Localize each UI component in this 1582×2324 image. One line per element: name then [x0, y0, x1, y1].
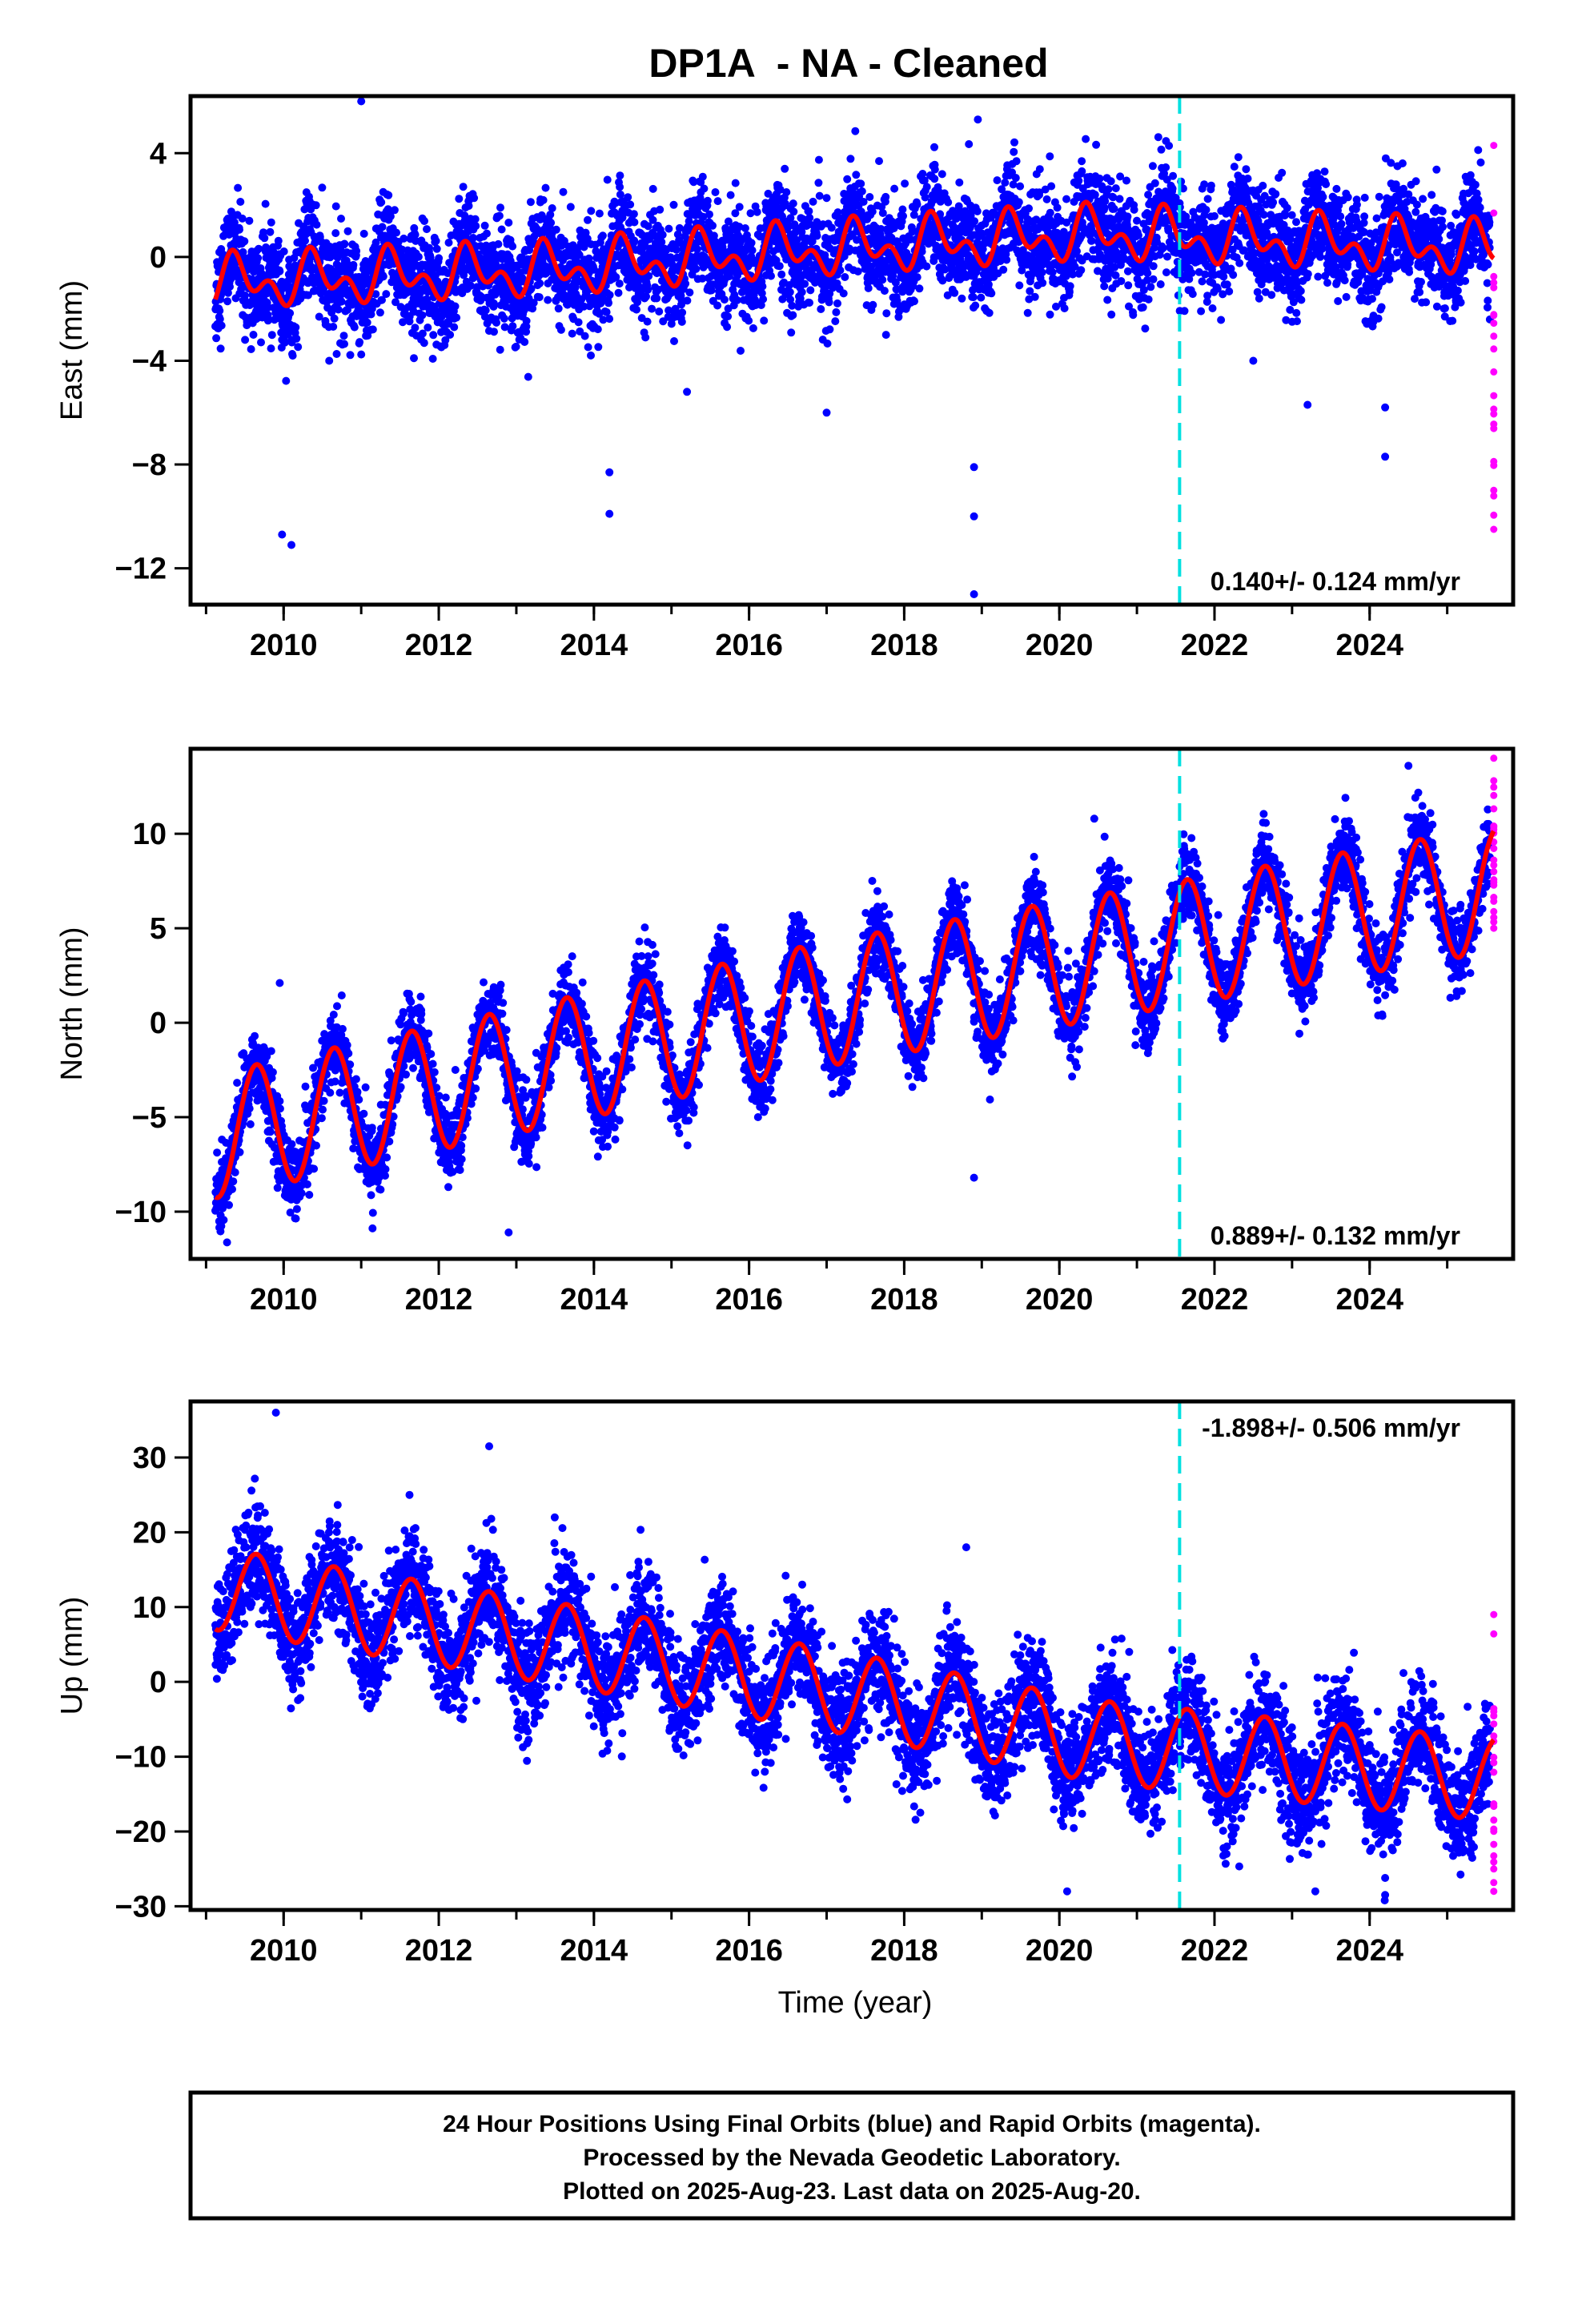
y-axis-title: East (mm) [55, 280, 89, 420]
velocity-rate-label: 0.889+/- 0.132 mm/yr [1211, 1221, 1460, 1250]
footer-line-3: Plotted on 2025-Aug-23. Last data on 202… [563, 2178, 1141, 2205]
x-tick-label: 2024 [1335, 629, 1403, 662]
y-axis-title: Up (mm) [55, 1597, 89, 1715]
final-orbit-points [211, 1409, 1494, 1904]
model-fit-line [214, 1551, 1496, 1820]
plot-frame [188, 1399, 1516, 1912]
y-tick-label: −4 [132, 344, 167, 378]
plot-frame [188, 746, 1516, 1261]
x-tick-label: 2016 [715, 1934, 783, 1968]
north-panel: 2010 2012 2014 2016 2018 2020 2022 2024 10 5 0 −5 −1… [55, 746, 1516, 1317]
y-tick-label: −20 [115, 1815, 167, 1849]
x-tick-label: 2012 [405, 1283, 473, 1317]
footer-box: 24 Hour Positions Using Final Orbits (bl… [188, 2090, 1516, 2221]
y-tick-label: −12 [115, 553, 167, 586]
y-tick-label: −30 [115, 1890, 167, 1924]
y-tick-label: 30 [133, 1441, 167, 1475]
x-tick-label: 2022 [1181, 1283, 1249, 1317]
x-tick-label: 2018 [870, 1934, 938, 1968]
footer-line-1: 24 Hour Positions Using Final Orbits (bl… [443, 2111, 1261, 2137]
x-tick-label: 2022 [1181, 1934, 1249, 1968]
y-tick-label: 4 [150, 137, 167, 171]
y-tick-label: 0 [150, 1666, 167, 1699]
y-tick-label: 5 [150, 912, 167, 946]
x-tick-label: 2010 [250, 1283, 318, 1317]
y-tick-label: 0 [150, 241, 167, 275]
x-tick-label: 2020 [1026, 1934, 1094, 1968]
footer-line-2: Processed by the Nevada Geodetic Laborat… [583, 2145, 1120, 2171]
x-tick-label: 2016 [715, 629, 783, 662]
x-tick-label: 2018 [870, 629, 938, 662]
velocity-rate-label: -1.898+/- 0.506 mm/yr [1202, 1413, 1460, 1442]
x-tick-label: 2020 [1026, 629, 1094, 662]
final-orbit-points [211, 762, 1494, 1247]
x-tick-label: 2016 [715, 1283, 783, 1317]
x-tick-label: 2020 [1026, 1283, 1094, 1317]
final-orbit-points [211, 97, 1494, 598]
x-axis-title: Time (year) [778, 1986, 933, 2020]
y-axis-title: North (mm) [55, 927, 89, 1080]
up-panel: 2010 2012 2014 2016 2018 2020 2022 20243020100−… [55, 1399, 1516, 2020]
y-tick-label: −5 [132, 1101, 167, 1135]
velocity-rate-label: 0.140+/- 0.124 mm/yr [1211, 567, 1460, 596]
east-panel: 2010 2012 2014 2016 2018 2020 2022 2024 4 0 −4 −8 −1… [55, 94, 1516, 662]
final-orbit-scatter [211, 762, 1494, 1247]
model-fit-line [214, 830, 1496, 1200]
y-tick-label: 10 [133, 1591, 167, 1625]
x-tick-label: 2010 [250, 629, 318, 662]
x-tick-label: 2014 [560, 629, 628, 662]
y-tick-label: 20 [133, 1516, 167, 1550]
x-tick-label: 2024 [1335, 1283, 1403, 1317]
x-tick-label: 2022 [1181, 629, 1249, 662]
final-orbit-scatter [211, 1409, 1494, 1904]
x-tick-label: 2014 [560, 1283, 628, 1317]
x-tick-label: 2012 [405, 1934, 473, 1968]
x-tick-label: 2010 [250, 1934, 318, 1968]
y-tick-label: −10 [115, 1196, 167, 1229]
x-tick-label: 2024 [1335, 1934, 1403, 1968]
y-tick-label: 0 [150, 1007, 167, 1040]
final-orbit-scatter [211, 97, 1494, 598]
x-tick-label: 2012 [405, 629, 473, 662]
y-tick-label: −10 [115, 1741, 167, 1775]
x-tick-label: 2014 [560, 1934, 628, 1968]
model-fit-line [213, 199, 1496, 308]
main-title: DP1A - NA - Cleaned [648, 41, 1048, 86]
y-tick-label: −8 [132, 448, 167, 482]
y-tick-label: 10 [133, 818, 167, 851]
plot-frame [188, 94, 1516, 607]
x-tick-label: 2018 [870, 1283, 938, 1317]
